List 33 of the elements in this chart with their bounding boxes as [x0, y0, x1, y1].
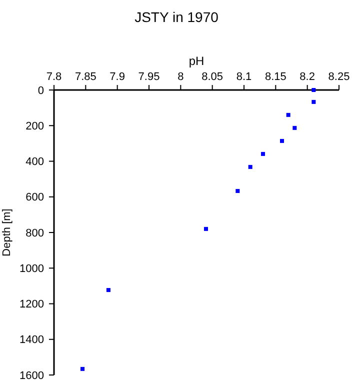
x-tick-label: 8.25 [328, 71, 350, 83]
point [236, 188, 240, 193]
chart-title: JSTY in 1970 [134, 9, 219, 25]
y-tick-label: 400 [26, 156, 44, 168]
x-tick-label: 8 [178, 71, 184, 83]
x-tick-label: 7.9 [110, 71, 125, 83]
point [261, 152, 265, 156]
y-tick-label: 1000 [20, 262, 44, 275]
y-axis-title: Depth [m] [1, 208, 13, 256]
y-tick-label: 800 [26, 227, 44, 240]
point [292, 126, 297, 130]
point [204, 226, 208, 231]
y-tick-label: 600 [26, 192, 44, 204]
y-tick-label: 1200 [20, 298, 44, 311]
point [312, 88, 316, 92]
x-tick-label: 8.05 [202, 71, 224, 83]
x-tick-label: 7.85 [74, 71, 96, 83]
point [106, 288, 110, 292]
x-tick-label: 7.8 [46, 71, 62, 83]
point [286, 112, 290, 117]
x-tick-label: 8.2 [300, 71, 315, 83]
y-tick-label: 1400 [20, 334, 44, 346]
x-tick-label: 8.1 [236, 71, 252, 83]
point [80, 366, 84, 371]
point [312, 100, 316, 104]
point [280, 138, 284, 143]
y-tick-label: 1600 [20, 370, 44, 382]
x-tick-label: 7.95 [138, 71, 160, 83]
x-tick-label: 8.15 [264, 71, 286, 83]
x-axis-title: pH [188, 54, 204, 68]
point [248, 164, 252, 169]
y-tick-label: 200 [26, 120, 44, 132]
y-tick-label: 0 [38, 84, 44, 97]
